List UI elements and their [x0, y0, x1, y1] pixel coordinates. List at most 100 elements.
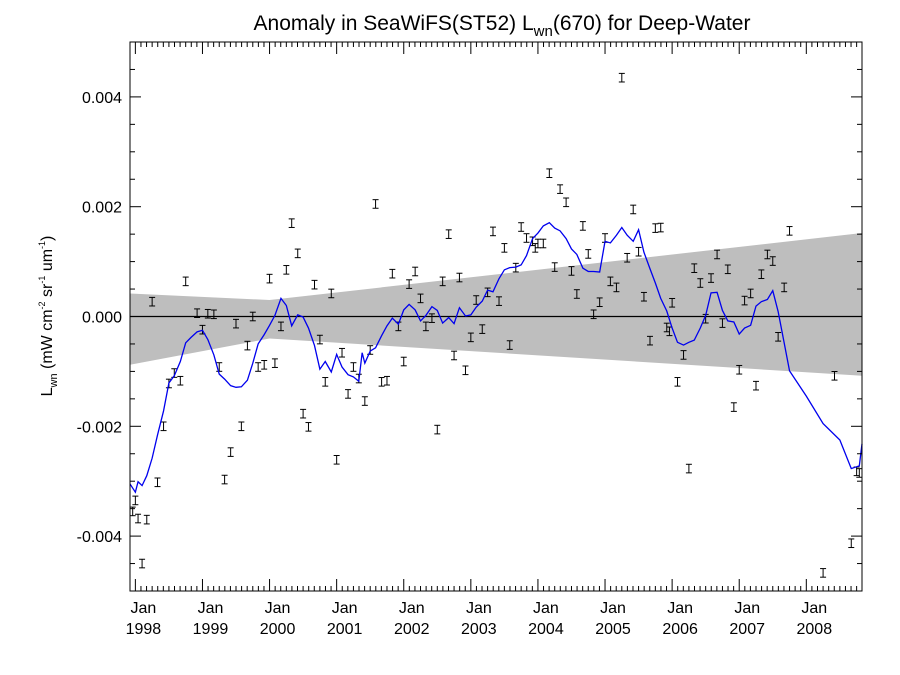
data-point: [856, 468, 863, 478]
data-point: [210, 309, 217, 320]
data-point: [221, 474, 228, 485]
data-point: [283, 265, 290, 275]
data-point: [467, 332, 474, 343]
data-point: [328, 288, 335, 299]
data-point: [674, 377, 681, 387]
data-point: [764, 249, 771, 260]
data-point: [730, 402, 737, 412]
data-point: [361, 396, 368, 406]
data-point: [624, 252, 631, 263]
y-axis-label-mid2: um: [39, 249, 56, 276]
data-point: [680, 350, 687, 360]
x-tick-label-year: 2000: [260, 621, 296, 638]
data-point: [590, 309, 597, 320]
data-point: [154, 477, 161, 488]
data-point: [781, 282, 788, 293]
data-point: [685, 463, 692, 474]
data-point: [758, 269, 765, 280]
data-point: [300, 408, 307, 419]
data-point: [350, 362, 357, 372]
data-point: [585, 249, 592, 259]
data-point: [462, 365, 469, 376]
data-point: [786, 226, 793, 236]
data-point: [551, 262, 558, 272]
data-point: [428, 313, 435, 323]
data-point: [618, 72, 625, 83]
x-tick-label-month: Jan: [600, 600, 626, 617]
data-point: [831, 370, 838, 381]
data-point: [316, 334, 323, 345]
y-tick-label: -0.004: [77, 529, 122, 546]
x-tick-label-year: 2008: [797, 621, 833, 638]
data-point: [135, 513, 142, 524]
y-axis-label-subscript: wn: [48, 373, 60, 388]
chart-title-prefix: Anomaly in SeaWiFS(ST52) L: [254, 12, 534, 35]
data-point: [204, 308, 211, 319]
data-point: [294, 248, 301, 259]
data-point: [139, 558, 146, 569]
data-point: [496, 296, 503, 306]
x-tick-label-month: Jan: [332, 600, 358, 617]
x-tick-label-month: Jan: [801, 600, 827, 617]
y-axis-label-exp3: -1: [37, 241, 47, 249]
data-point: [736, 364, 743, 375]
x-tick-label-month: Jan: [667, 600, 693, 617]
data-point: [422, 321, 429, 332]
y-axis-label-exp2: -1: [37, 276, 47, 284]
data-point: [546, 168, 553, 179]
data-point: [305, 422, 312, 432]
y-axis-label-prefix: L: [39, 387, 56, 396]
y-tick-label: 0.002: [82, 200, 122, 217]
data-point: [691, 263, 698, 273]
data-point: [630, 204, 637, 215]
x-tick-label-month: Jan: [734, 600, 760, 617]
svg-text:Lwn (mW cm-2 sr-1 um-1): Lwn (mW cm-2 sr-1 um-1): [37, 236, 60, 397]
x-tick-label-year: 1999: [193, 621, 229, 638]
x-tick-label-month: Jan: [533, 600, 559, 617]
y-axis-label-mid1: sr: [39, 283, 56, 301]
data-point: [747, 288, 754, 299]
data-point: [848, 538, 855, 549]
data-point: [345, 389, 352, 399]
x-tick-label-year: 2006: [662, 621, 698, 638]
plot-area: 0.004 0.002 0.000 -0.002 -0.004 Jan 1998 Jan 199…: [77, 41, 863, 638]
data-point: [719, 318, 726, 328]
data-point: [383, 375, 390, 386]
data-point: [271, 358, 278, 368]
data-point: [227, 447, 234, 457]
data-point: [563, 197, 570, 208]
data-point: [489, 226, 496, 237]
data-point: [400, 356, 407, 367]
x-tick-label-year: 2003: [461, 621, 497, 638]
data-point: [194, 308, 201, 318]
data-point: [445, 229, 452, 239]
data-point: [775, 332, 782, 342]
data-point: [540, 238, 547, 249]
data-point: [233, 318, 240, 329]
y-axis-label-suffix: ): [39, 236, 56, 241]
x-tick-label-month: Jan: [265, 600, 291, 617]
x-tick-label-year: 2004: [528, 621, 564, 638]
data-point: [322, 377, 329, 387]
data-point: [378, 377, 385, 387]
x-tick-label-year: 2005: [595, 621, 631, 638]
data-point: [339, 347, 346, 358]
data-point: [216, 362, 223, 372]
data-point: [769, 256, 776, 266]
data-point: [372, 199, 379, 209]
chart-title-subscript: wn: [533, 23, 553, 40]
x-tick-label-year: 2007: [729, 621, 765, 638]
data-point: [456, 272, 463, 283]
x-tick-label-month: Jan: [399, 600, 425, 617]
data-point: [579, 221, 586, 231]
data-point: [518, 222, 525, 232]
data-point: [657, 222, 664, 233]
data-point: [451, 350, 458, 361]
x-tick-label-year: 2001: [327, 621, 363, 638]
data-point: [506, 340, 513, 350]
data-point: [132, 495, 139, 506]
y-tick-label: 0.004: [82, 90, 122, 107]
data-point: [417, 293, 424, 304]
data-point: [143, 514, 150, 525]
